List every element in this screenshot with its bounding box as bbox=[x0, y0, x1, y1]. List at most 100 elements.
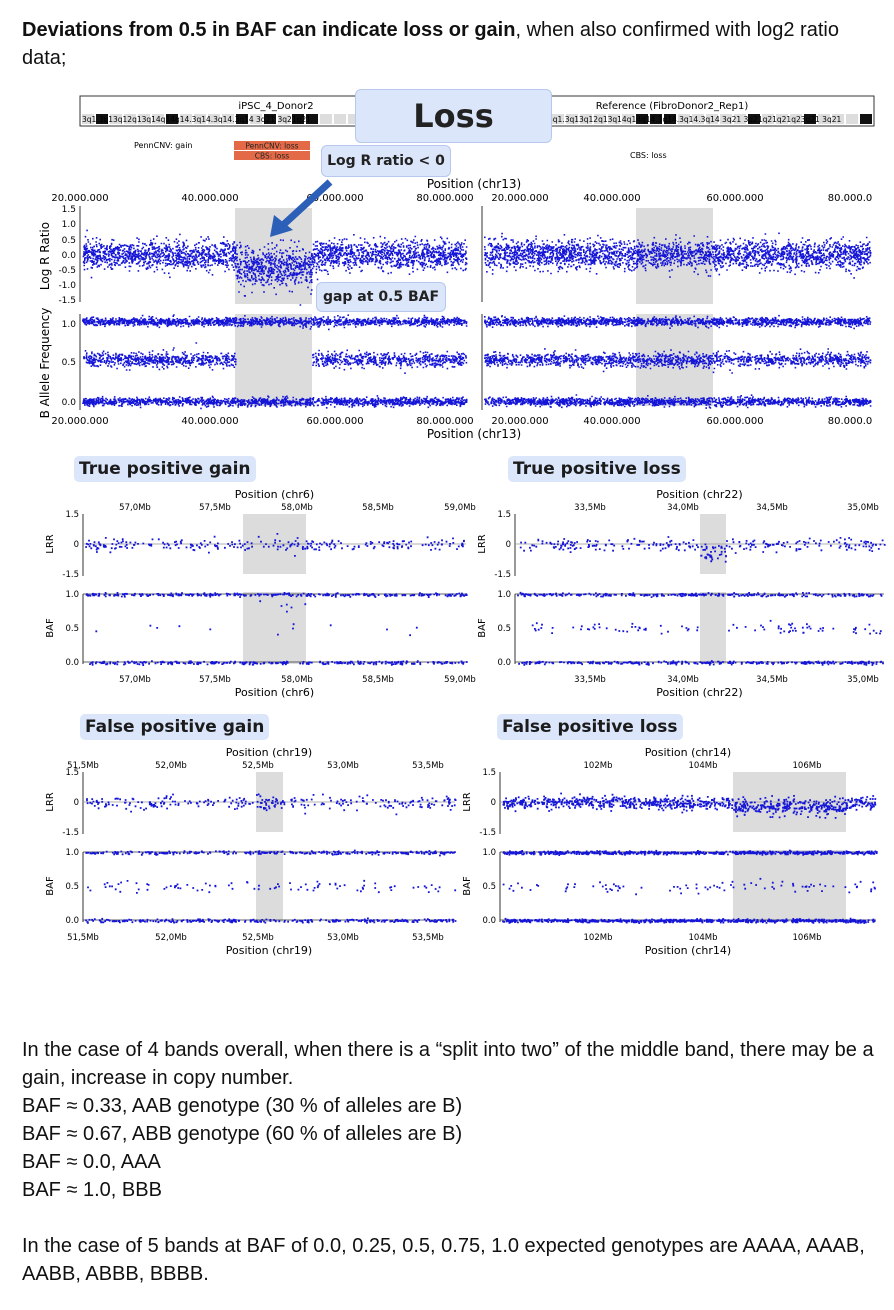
chromosome-band bbox=[348, 114, 360, 124]
left-sample-title: iPSC_4_Donor2 bbox=[238, 101, 313, 112]
lrr-tick-label: 0.5 bbox=[62, 236, 76, 246]
panel-baf-bottom-points bbox=[85, 917, 457, 924]
pennCNV-loss-bar bbox=[234, 141, 310, 150]
panel-baf-bottom-points bbox=[89, 660, 468, 666]
panel-tick-top: 59,0Mb bbox=[444, 503, 476, 513]
lrr-tick-label: -0.5 bbox=[58, 266, 76, 276]
panel-baf-tick: 1.0 bbox=[482, 848, 496, 858]
panel-tick-bottom: 53,0Mb bbox=[327, 933, 359, 943]
panel-baf-bottom-points bbox=[502, 917, 876, 924]
chromosome-band bbox=[152, 114, 164, 124]
chromosome-band bbox=[552, 114, 564, 124]
panel-baf-title: BAF bbox=[477, 618, 488, 638]
baf-points-middle bbox=[484, 348, 872, 374]
chromosome-band bbox=[622, 114, 634, 124]
panel-baf-mid-points bbox=[502, 877, 876, 896]
baf-points-top bbox=[82, 314, 468, 331]
panel-lrr-tick: -1.5 bbox=[479, 828, 496, 838]
lrr-axis-title: Log R Ratio bbox=[38, 222, 52, 290]
panel-baf-tick: 1.0 bbox=[65, 848, 79, 858]
panel-tick-top: 57,0Mb bbox=[119, 503, 151, 513]
panel-position-bottom: Position (chr14) bbox=[645, 944, 731, 957]
chromosome-band bbox=[818, 114, 830, 124]
outro-line-3: BAF ≈ 0.0, AAA bbox=[22, 1151, 161, 1173]
panel-lrr-title: LRR bbox=[477, 534, 488, 554]
chromosome-band bbox=[306, 114, 318, 124]
panel-tick-bottom: 58,5Mb bbox=[362, 675, 394, 685]
chromosome-band bbox=[222, 114, 234, 124]
panel-tick-top: 34,5Mb bbox=[756, 503, 788, 513]
main-figure: iPSC_4_Donor2 Reference (FibroDonor2_Rep… bbox=[38, 95, 875, 441]
chromosome-band bbox=[790, 114, 802, 124]
chromosome-band bbox=[236, 114, 248, 124]
panel-tick-bottom: 53,5Mb bbox=[412, 933, 444, 943]
panel-title-false-positive-loss: False positive loss bbox=[497, 714, 683, 740]
pennCNV-loss-label: PennCNV: loss bbox=[245, 142, 298, 151]
chromosome-band bbox=[594, 114, 606, 124]
intro-text: Deviations from 0.5 in BAF can indicate … bbox=[22, 16, 882, 72]
top-tick-label: 60.000.000 bbox=[306, 193, 363, 204]
panel-position-bottom: Position (chr22) bbox=[656, 686, 742, 699]
chromosome-band bbox=[250, 114, 262, 124]
panel-tick-top: 57,5Mb bbox=[199, 503, 231, 513]
right-sample-title: Reference (FibroDonor2_Rep1) bbox=[596, 101, 749, 112]
panel-tick-bottom: 34,5Mb bbox=[756, 675, 788, 685]
lrr-points-right bbox=[484, 232, 872, 279]
chromosome-band bbox=[720, 114, 732, 124]
panel-lrr-points-region bbox=[255, 793, 284, 812]
baf-points-middle bbox=[83, 342, 468, 374]
bottom-tick-label: 20.000.000 bbox=[51, 416, 108, 427]
chromosome-band bbox=[208, 114, 220, 124]
panel-title-false-positive-gain: False positive gain bbox=[80, 714, 270, 740]
chromosome-band bbox=[692, 114, 704, 124]
chromosome-band bbox=[832, 114, 844, 124]
panel-lrr-tick: 1.5 bbox=[497, 510, 511, 520]
panel-2: Position (chr19) Position (chr19) 51,5Mb 51… bbox=[45, 746, 457, 957]
panel-lrr-title: LRR bbox=[45, 534, 56, 554]
panel-baf-mid-points bbox=[531, 619, 882, 635]
panel-baf-tick: 1.0 bbox=[65, 590, 79, 600]
panel-1: Position (chr22) Position (chr22) 33,5Mb 33… bbox=[477, 488, 886, 699]
chromosome-band bbox=[96, 114, 108, 124]
chromosome-band bbox=[664, 114, 676, 124]
chromosome-band bbox=[124, 114, 136, 124]
panel-baf-tick: 0.5 bbox=[65, 624, 79, 634]
chromosome-band bbox=[650, 114, 662, 124]
panel-lrr-points bbox=[502, 792, 877, 814]
panel-tick-top: 52,0Mb bbox=[155, 761, 187, 771]
panel-baf-tick: 0.5 bbox=[497, 624, 511, 634]
chromosome-band bbox=[776, 114, 788, 124]
panel-tick-bottom: 52,0Mb bbox=[155, 933, 187, 943]
panel-baf-top-points bbox=[85, 849, 456, 857]
chromosome-band bbox=[580, 114, 592, 124]
panel-baf-title: BAF bbox=[462, 876, 473, 896]
panel-tick-bottom: 106Mb bbox=[793, 933, 822, 943]
chromosome-band bbox=[566, 114, 578, 124]
lrr-tick-label: 1.0 bbox=[62, 220, 77, 230]
top-tick-label: 20.000.000 bbox=[51, 193, 108, 204]
panel-lrr-points bbox=[519, 536, 886, 554]
panel-tick-bottom: 57,0Mb bbox=[119, 675, 151, 685]
chromosome-band bbox=[608, 114, 620, 124]
panel-tick-top: 34,0Mb bbox=[667, 503, 699, 513]
panel-title-true-positive-gain: True positive gain bbox=[74, 456, 256, 482]
panel-tick-bottom: 35,0Mb bbox=[847, 675, 879, 685]
top-position-label: Position (chr13) bbox=[427, 177, 521, 191]
gap-callout: gap at 0.5 BAF bbox=[316, 282, 446, 312]
panel-baf-top-points bbox=[502, 849, 878, 856]
panel-lrr-tick: 0 bbox=[491, 798, 496, 808]
arrow-head bbox=[270, 215, 293, 237]
panel-position-top: Position (chr14) bbox=[645, 746, 731, 759]
panel-tick-top: 53,0Mb bbox=[327, 761, 359, 771]
panel-lrr-tick: 1.5 bbox=[65, 768, 79, 778]
panel-position-bottom: Position (chr19) bbox=[226, 944, 312, 957]
bottom-tick-label: 80.000.000 bbox=[416, 416, 473, 427]
chromosome-band bbox=[278, 114, 290, 124]
chromosome-band bbox=[166, 114, 178, 124]
baf-points-bottom bbox=[82, 395, 468, 410]
outro-line-4: BAF ≈ 1.0, BBB bbox=[22, 1179, 162, 1201]
lrr-tick-label: 1.5 bbox=[62, 205, 76, 215]
panel-tick-top: 35,0Mb bbox=[847, 503, 879, 513]
highlight-left-baf bbox=[235, 314, 312, 406]
top-tick-label: 40.000.000 bbox=[583, 193, 640, 204]
